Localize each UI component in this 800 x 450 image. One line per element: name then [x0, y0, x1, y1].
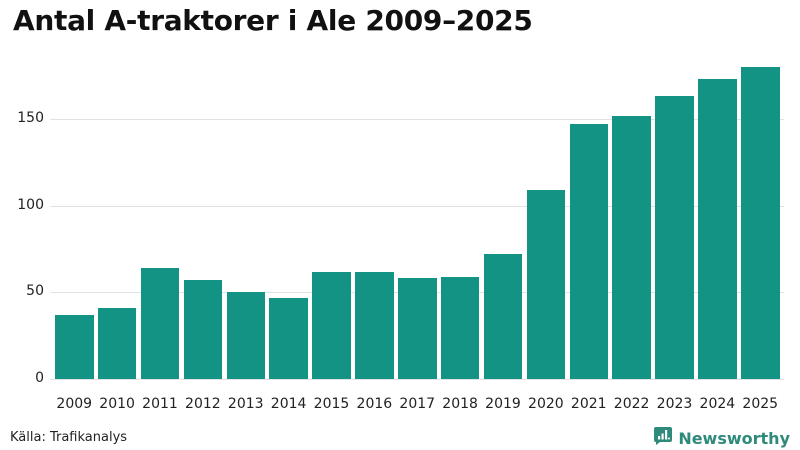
source-note: Källa: Trafikanalys — [10, 430, 128, 445]
bar-2011 — [140, 268, 180, 379]
y-axis-tick-label: 150 — [17, 110, 44, 126]
x-axis-tick-label: 2009 — [56, 396, 93, 412]
x-axis-tick-label: 2019 — [485, 396, 521, 412]
y-axis-tick-label: 50 — [26, 283, 44, 299]
bar-2021 — [569, 124, 608, 379]
x-axis-tick-label: 2020 — [528, 396, 564, 412]
brand-logo: Newsworthy — [653, 426, 790, 450]
y-axis-tick-label: 100 — [17, 197, 44, 213]
bar-2020 — [526, 190, 566, 379]
bar-2024 — [698, 79, 737, 379]
bar-2014 — [269, 297, 308, 379]
x-axis-tick-label: 2012 — [185, 396, 221, 412]
gridline — [50, 379, 784, 380]
x-axis-tick-label: 2018 — [442, 396, 478, 412]
x-axis-tick-label: 2024 — [699, 396, 736, 412]
newsworthy-logo-icon — [653, 426, 673, 450]
bar-2018 — [440, 276, 480, 379]
x-axis-tick-label: 2010 — [99, 396, 135, 412]
gridline — [50, 206, 784, 207]
bar-2019 — [483, 254, 523, 379]
bar-2012 — [183, 280, 223, 379]
bar-2010 — [97, 307, 137, 379]
bar-2023 — [655, 96, 694, 379]
bar-2009 — [55, 314, 94, 379]
x-axis-tick-label: 2016 — [356, 396, 393, 412]
x-axis-tick-label: 2021 — [570, 396, 607, 412]
x-axis-tick-label: 2013 — [227, 396, 264, 412]
y-axis-tick-label: 0 — [35, 370, 44, 386]
x-axis-tick-label: 2022 — [613, 396, 650, 412]
x-axis-tick-label: 2014 — [270, 396, 307, 412]
bar-2017 — [398, 278, 437, 379]
gridline — [50, 119, 784, 120]
x-axis-tick-label: 2023 — [656, 396, 693, 412]
brand-name: Newsworthy — [678, 428, 790, 448]
bar-2022 — [612, 115, 651, 379]
bar-2015 — [312, 271, 351, 379]
x-axis-tick-label: 2011 — [142, 396, 178, 412]
bar-2013 — [226, 292, 265, 379]
x-axis-tick-label: 2017 — [399, 396, 436, 412]
bar-2016 — [355, 271, 394, 379]
bar-2025 — [741, 67, 780, 379]
x-axis-tick-label: 2025 — [742, 396, 779, 412]
x-axis-tick-label: 2015 — [313, 396, 350, 412]
chart-title: Antal A-traktorer i Ale 2009–2025 — [13, 4, 533, 37]
